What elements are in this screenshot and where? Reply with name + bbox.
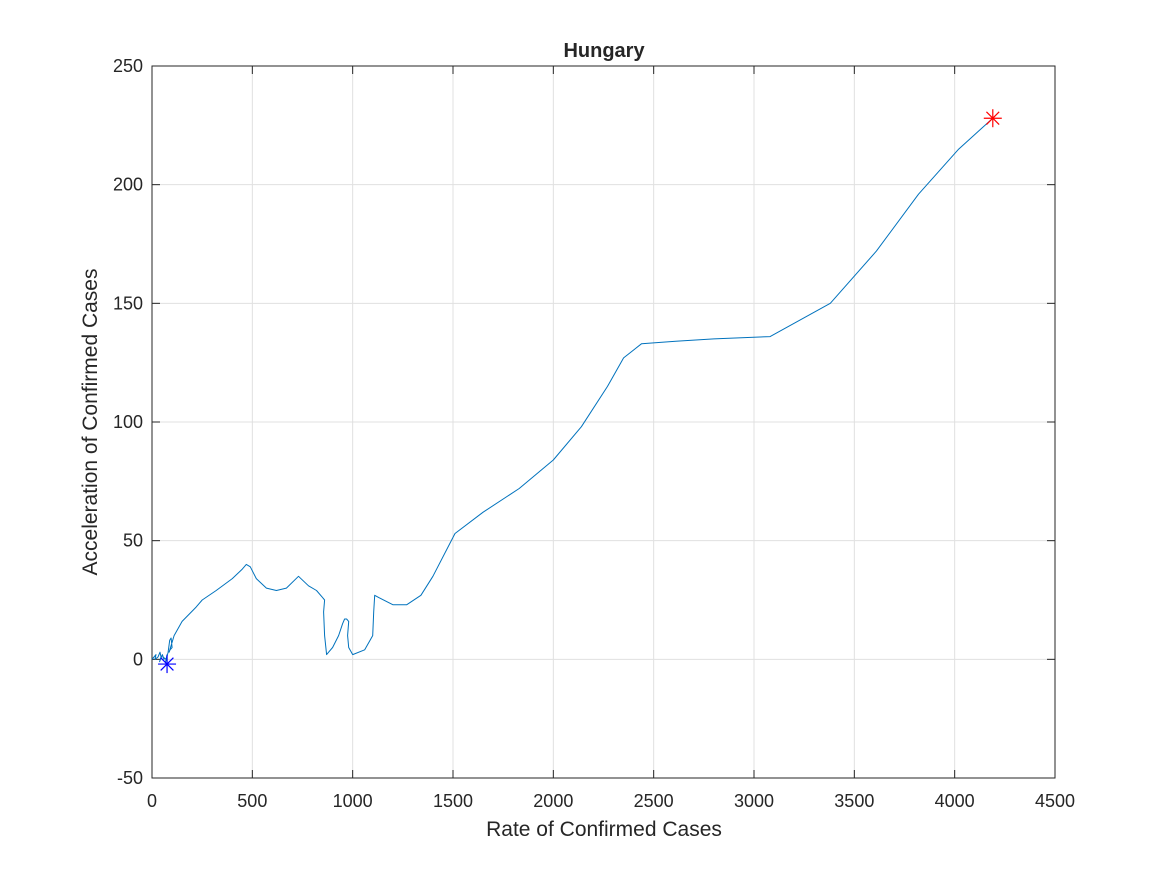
y-tick-label: 150 — [113, 293, 143, 313]
series-line — [151, 117, 994, 663]
x-tick-label: 500 — [237, 791, 267, 811]
x-tick-label: 3000 — [734, 791, 774, 811]
y-axis-label: Acceleration of Confirmed Cases — [79, 269, 102, 576]
y-tick-label: 250 — [113, 56, 143, 76]
markers-group — [158, 109, 1002, 674]
x-tick-label: 4500 — [1035, 791, 1075, 811]
x-tick-label: 2500 — [634, 791, 674, 811]
chart-title: Hungary — [563, 40, 645, 62]
y-tick-label: 50 — [123, 531, 143, 551]
y-tick-label: -50 — [117, 768, 143, 788]
y-ticks: -50 0 50 100 150 200 250 — [113, 56, 1055, 788]
y-tick-label: 100 — [113, 412, 143, 432]
x-tick-label: 1500 — [433, 791, 473, 811]
start-marker — [158, 655, 177, 674]
x-ticks: 0 500 1000 1500 2000 2500 3000 3500 4000 4500 — [147, 66, 1075, 811]
x-tick-label: 3500 — [834, 791, 874, 811]
x-axis-label: Rate of Confirmed Cases — [486, 818, 722, 841]
y-tick-label: 200 — [113, 175, 143, 195]
series-group — [151, 117, 994, 663]
x-tick-label: 4000 — [935, 791, 975, 811]
y-tick-label: 0 — [133, 649, 143, 669]
x-tick-label: 1000 — [333, 791, 373, 811]
x-tick-label: 0 — [147, 791, 157, 811]
x-tick-label: 2000 — [533, 791, 573, 811]
end-marker — [983, 109, 1002, 128]
